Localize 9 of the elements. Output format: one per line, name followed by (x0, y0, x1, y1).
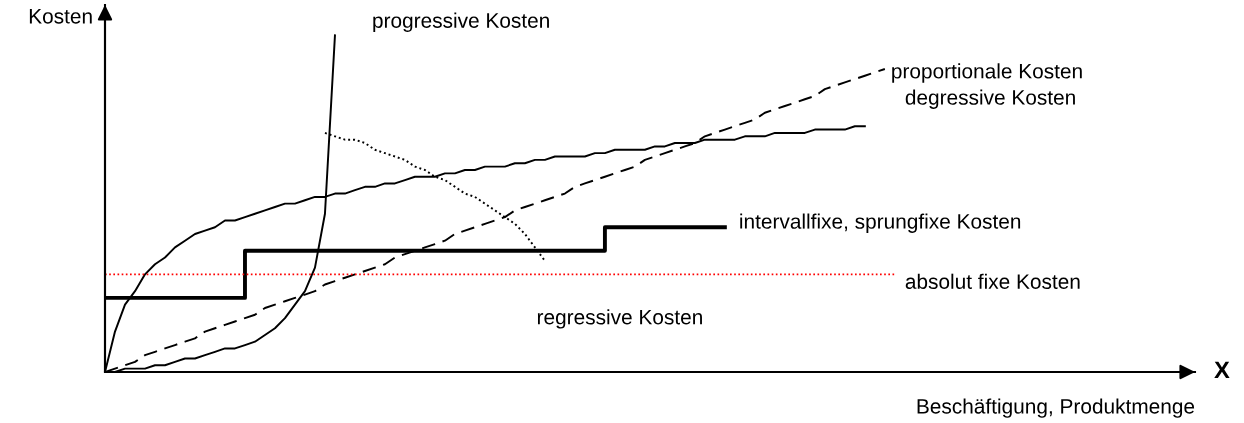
text: degressive Kosten (905, 89, 1075, 109)
text: X (1214, 361, 1230, 379)
ref-line-label: absolut fixe Kosten (905, 273, 1080, 289)
series-label: intervallfixe, sprungfixe Kosten (740, 213, 1021, 233)
text: regressive Kosten (537, 309, 702, 329)
series-label: proportionale Kosten (892, 63, 1082, 83)
x-axis-title: Beschäftigung, Produktmenge (917, 398, 1195, 418)
y-axis-title: Kosten (29, 9, 92, 24)
series-label: progressive Kosten (373, 12, 549, 33)
